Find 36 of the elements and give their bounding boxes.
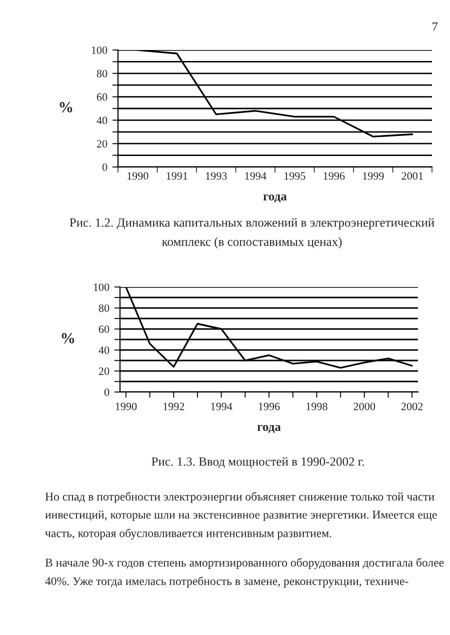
text: Рис. 1.2. Динамика капитальных вложений в электроэнергетический комплекс (в сопоставимых ценах) <box>70 218 434 248</box>
y-tick-label: 100 <box>92 46 108 54</box>
x-tick-label: 1996 <box>324 172 345 180</box>
text: В начале 90-х годов степень амортизированного оборудования достигала более 40%. Уже тогда имелась потребность в замене, реконструкции, техниче- <box>45 558 444 588</box>
y-tick-label: 0 <box>104 388 110 396</box>
x-tick-label: 1995 <box>284 172 306 180</box>
x-tick-label: 1991 <box>166 172 188 180</box>
x-tick-label: 1996 <box>258 402 280 410</box>
x-tick-label: 1994 <box>245 172 266 180</box>
x-tick-label: 2000 <box>354 402 376 410</box>
x-tick-label: 1990 <box>116 402 137 410</box>
x-tick-label: 1993 <box>206 172 227 180</box>
x-tick-label: 1994 <box>211 402 232 410</box>
x-tick-label: 1998 <box>306 402 328 410</box>
text: Но спад в потребности электроэнергии объясняет снижение только той части инвестиций, которые шли на экстенсивное развитие энергетики. Имеется еще часть, которая обусловливается интенсивным развитием. <box>45 492 437 540</box>
x-tick-label: 1990 <box>127 172 148 180</box>
text: Рис. 1.3. Ввод мощностей в 1990-2002 г. <box>152 457 364 468</box>
y-tick-label: 60 <box>98 325 110 333</box>
y-tick-label: 20 <box>98 367 110 375</box>
x-tick-label: 1992 <box>164 402 184 410</box>
y-tick-label: 20 <box>96 140 108 148</box>
y-axis-title: % <box>62 333 74 344</box>
y-tick-label: 0 <box>102 163 108 171</box>
y-tick-label: 40 <box>98 346 110 354</box>
text: 7 <box>432 22 438 31</box>
y-tick-label: 100 <box>94 283 110 291</box>
x-tick-label: 2001 <box>402 172 423 180</box>
x-axis-title: года <box>263 194 287 203</box>
x-tick-label: 2002 <box>401 402 423 410</box>
y-axis-title: % <box>60 102 72 112</box>
y-tick-label: 40 <box>96 116 108 124</box>
y-tick-label: 80 <box>96 70 108 78</box>
y-tick-label: 60 <box>96 93 108 101</box>
x-axis-title: года <box>257 425 281 434</box>
x-tick-label: 1999 <box>362 172 384 180</box>
y-tick-label: 80 <box>98 304 110 312</box>
